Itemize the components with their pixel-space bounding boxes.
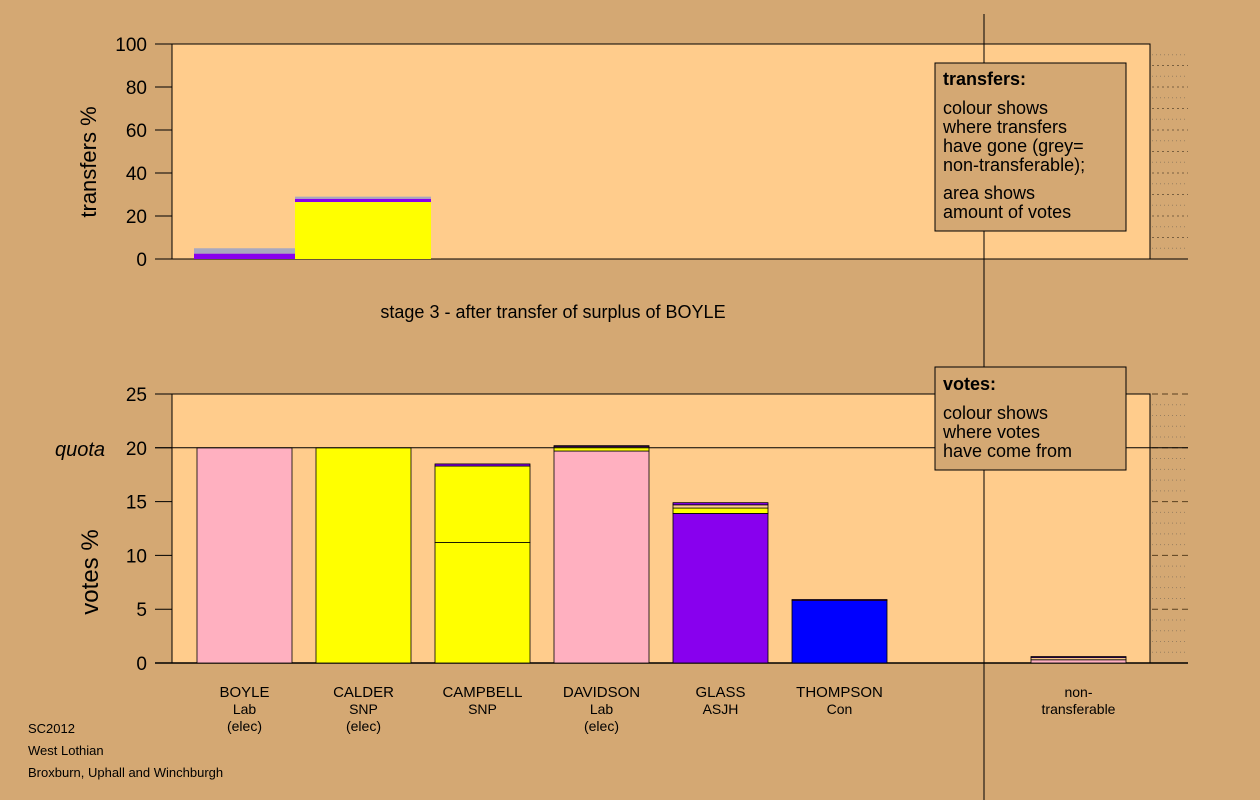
vote-bar-segment (434, 463, 531, 467)
votes-legend-line: have come from (943, 441, 1072, 461)
tick-label: 100 (115, 35, 147, 56)
vote-bar-segment (791, 600, 888, 664)
footer-line: Broxburn, Uphall and Winchburgh (28, 765, 223, 780)
votes-legend-line: where votes (942, 422, 1040, 442)
vote-bar-segment (672, 502, 769, 506)
votes-legend-box (934, 366, 1127, 471)
vote-bar-segment (672, 504, 769, 509)
vote-bar-segment (553, 450, 650, 664)
vote-bar-segment (434, 542, 531, 664)
candidate-label-line: (elec) (346, 718, 381, 734)
top-y-axis-label: transfers % (76, 106, 101, 217)
candidate-label-line: CAMPBELL (442, 684, 522, 701)
tick-label: 5 (136, 600, 147, 621)
candidate-label-line: ASJH (703, 701, 739, 717)
tick-label: 40 (126, 164, 147, 185)
transfers-legend-title: transfers: (943, 69, 1026, 89)
top-bars (194, 196, 431, 259)
candidate-label-line: Con (827, 701, 853, 717)
stage-caption: stage 3 - after transfer of surplus of B… (380, 302, 725, 322)
tick-label: 10 (126, 546, 147, 567)
candidate-label-line: Lab (233, 701, 257, 717)
candidate-label-line: Lab (590, 701, 614, 717)
transfer-bar-segment (194, 253, 295, 259)
transfers-legend-line: have gone (grey= (943, 136, 1084, 156)
footer-line: West Lothian (28, 743, 104, 758)
candidate-labels: BOYLELab(elec)CALDERSNP(elec)CAMPBELLSNP… (219, 684, 1115, 734)
vote-bar-segment (434, 465, 531, 543)
candidate-label-line: (elec) (584, 718, 619, 734)
transfer-bar-segment (194, 248, 295, 254)
candidate-label-line: (elec) (227, 718, 262, 734)
votes-legend-title: votes: (943, 374, 996, 394)
footer-line: SC2012 (28, 721, 75, 736)
transfers-legend-line: amount of votes (943, 202, 1071, 222)
candidate-label-line: SNP (349, 701, 378, 717)
vote-bar-segment (1030, 659, 1127, 664)
transfers-legend-line: non-transferable); (943, 155, 1085, 175)
transfer-bar-segment (295, 196, 431, 199)
transfers-legend-line: area shows (943, 183, 1035, 203)
bottom-bars (196, 445, 1127, 664)
vote-bar-segment (196, 447, 293, 664)
tick-label: 15 (126, 493, 147, 514)
candidate-label-line: SNP (468, 701, 497, 717)
tick-label: 0 (136, 654, 147, 675)
candidate-label-line: DAVIDSON (563, 684, 640, 701)
vote-bar-segment (315, 447, 412, 664)
transfer-bar-segment (295, 202, 431, 259)
vote-bar-segment (672, 513, 769, 664)
votes-legend: votes: colour shows where votes have com… (934, 366, 1127, 471)
candidate-label-line: GLASS (695, 684, 745, 701)
bottom-y-axis-label: votes % (77, 529, 104, 614)
candidate-label-line: THOMPSON (796, 684, 883, 701)
tick-label: 80 (126, 78, 147, 99)
transfers-legend: transfers: colour shows where transfers … (934, 62, 1127, 232)
vote-bar-segment (1030, 656, 1127, 659)
transfer-bar-segment (295, 198, 431, 203)
transfers-legend-box (934, 62, 1127, 232)
candidate-label-line: non- (1064, 684, 1092, 700)
tick-label: 60 (126, 121, 147, 142)
vote-bar-segment (791, 599, 888, 601)
transfers-legend-line: colour shows (943, 98, 1048, 118)
top-y-ticks: 0 20 40 60 80 100 (115, 35, 1188, 271)
vote-bar-segment (672, 507, 769, 514)
candidate-label-line: transferable (1042, 701, 1116, 717)
tick-label: 20 (126, 439, 147, 460)
votes-legend-line: colour shows (943, 403, 1048, 423)
quota-label: quota (55, 439, 105, 461)
candidate-label-line: BOYLE (219, 684, 269, 701)
transfers-legend-line: where transfers (942, 117, 1067, 137)
tick-label: 20 (126, 207, 147, 228)
tick-label: 25 (126, 385, 147, 406)
vote-bar-segment (553, 445, 650, 448)
candidate-label-line: CALDER (333, 684, 394, 701)
tick-label: 0 (136, 250, 147, 271)
